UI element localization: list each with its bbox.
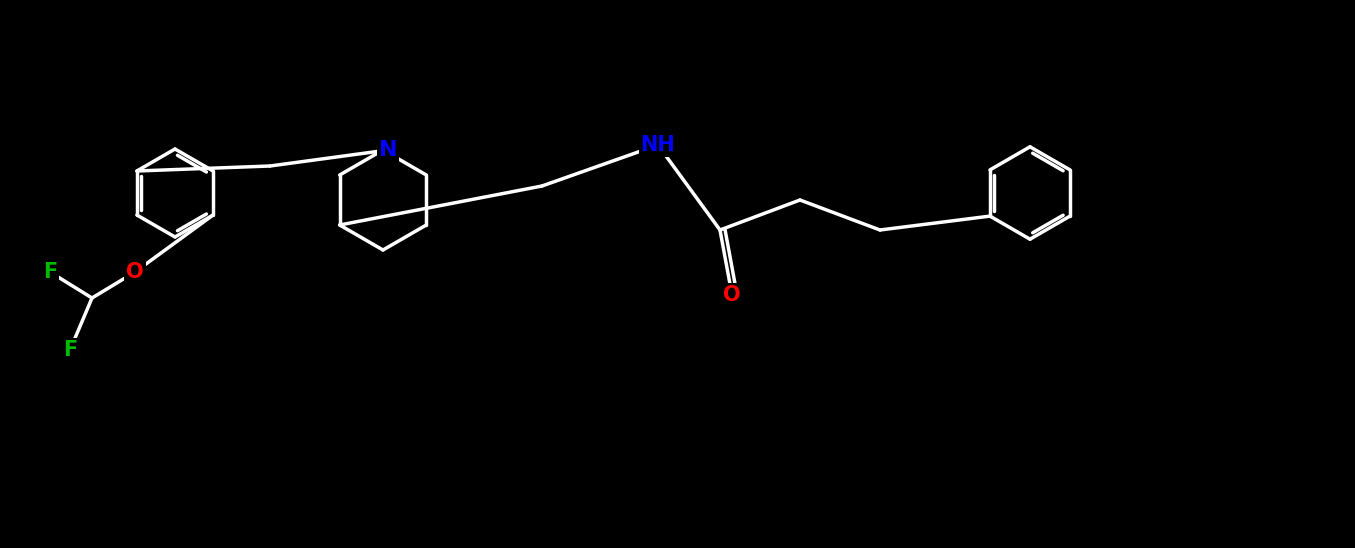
Text: F: F [62, 340, 77, 360]
Text: O: O [126, 262, 144, 282]
Text: N: N [379, 140, 397, 160]
Text: O: O [724, 285, 741, 305]
Text: NH: NH [641, 135, 675, 155]
Text: F: F [43, 262, 57, 282]
